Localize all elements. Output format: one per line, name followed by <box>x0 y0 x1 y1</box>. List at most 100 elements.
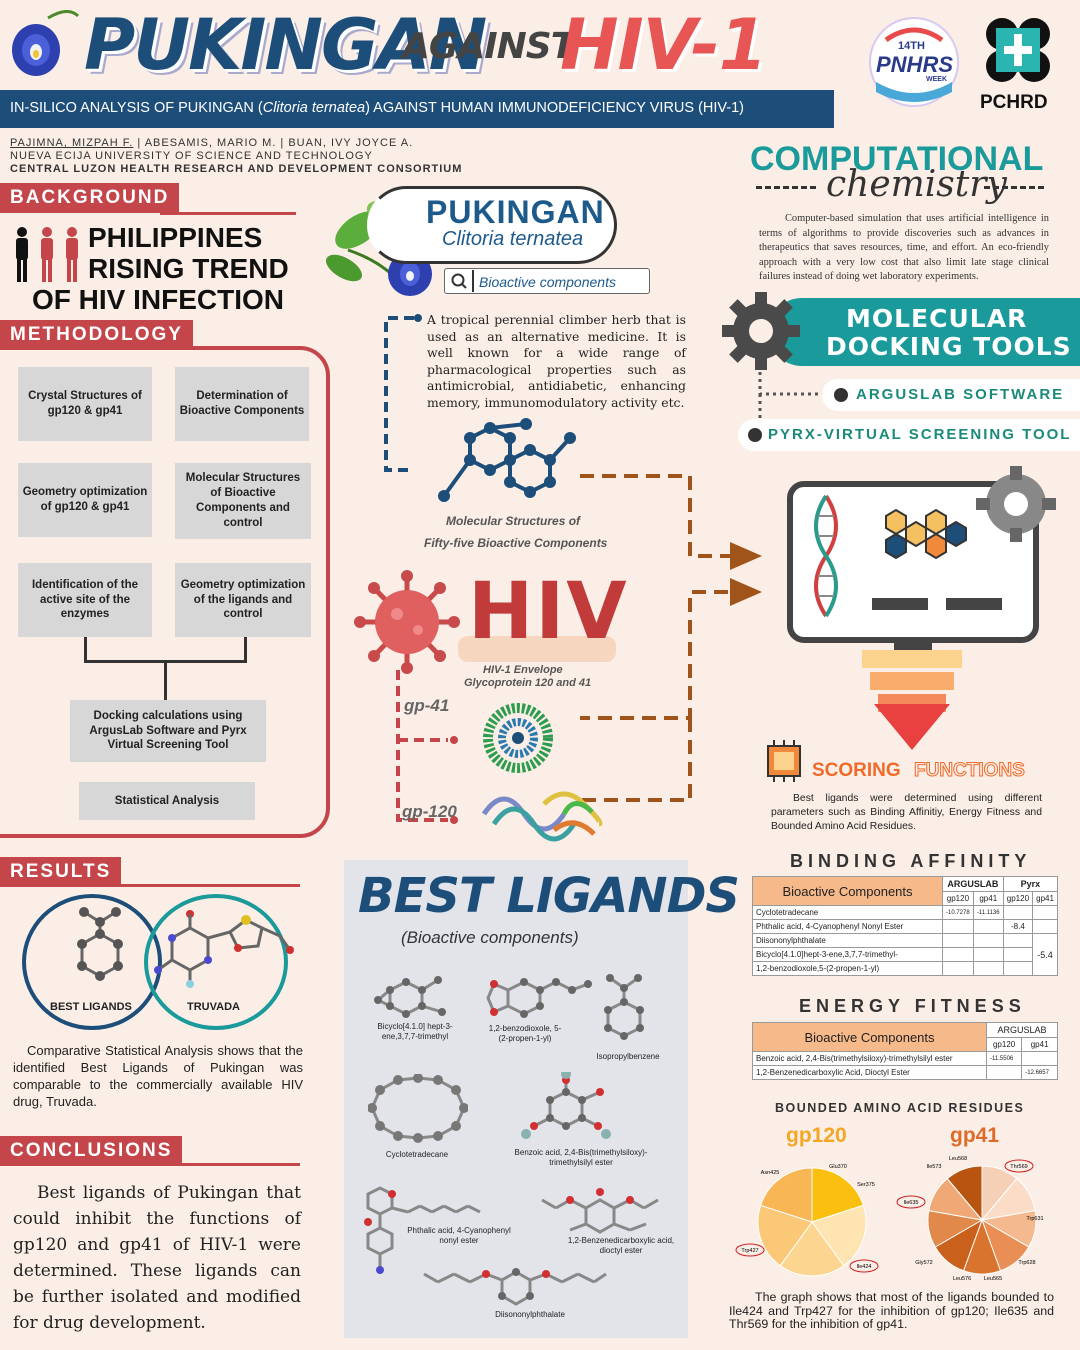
table-row: 1,2-benzodioxole,5-(2-propen-1-yl) <box>752 961 1058 976</box>
title-target: HIV-1 <box>560 4 767 86</box>
pnhrs-mid: PNHRS <box>876 52 954 77</box>
method-box-1: Crystal Structures of gp120 & gp41 <box>18 367 152 441</box>
scoring-desc: Best ligands were determined using diffe… <box>771 793 1042 833</box>
isopropylbenzene-molecule <box>60 904 140 994</box>
ligand-caption-7: 1,2-Benzenedicarboxylic acid, dioctyl es… <box>567 1236 675 1255</box>
tool-dot-1 <box>834 388 848 402</box>
binding-argus-header: ARGUSLAB <box>942 876 1004 892</box>
results-heading: RESULTS <box>0 857 122 887</box>
methodology-frame <box>0 346 330 838</box>
pie-label: Thr569 <box>1010 1164 1027 1170</box>
consortium: CENTRAL LUZON HEALTH RESEARCH AND DEVELO… <box>10 163 463 175</box>
ligand-caption-2: 1,2-benzodioxole, 5-(2-propen-1-yl) <box>488 1024 562 1043</box>
pie-slice <box>757 1204 813 1267</box>
comp-title: COMPUTATIONAL <box>750 140 1044 178</box>
co-authors: | ABESAMIS, MARIO M. | BUAN, IVY JOYCE A… <box>133 137 414 149</box>
pchrd-label: PCHRD <box>980 92 1048 113</box>
method-box-2: Determination of Bioactive Components <box>175 367 309 441</box>
pie-slice <box>760 1167 813 1223</box>
mol-caption-1: Molecular Structures of <box>446 514 581 528</box>
gear-icon <box>720 290 802 372</box>
table-row: 1,2-Benzenedicarboxylic Acid, Dioctyl Es… <box>752 1065 1058 1080</box>
people-icon <box>12 226 82 284</box>
dashed-connector-1 <box>370 310 430 480</box>
residue-highlight <box>896 1195 926 1209</box>
pnhrs-logo: 14TH PNHRS WEEK <box>866 14 962 110</box>
results-text: Comparative Statistical Analysis shows t… <box>13 1043 303 1109</box>
tool-1: ARGUSLAB SOFTWARE <box>856 386 1065 403</box>
bg-line1: PHILIPPINES <box>88 222 263 253</box>
pie-slice <box>811 1204 867 1267</box>
ligand-molecule-7 <box>541 1188 659 1234</box>
energy-table: Bioactive Components ARGUSLAB gp120 gp41… <box>752 1022 1058 1080</box>
binding-gp120-a: gp120 <box>942 891 974 906</box>
gp120-label: gp-120 <box>402 802 457 821</box>
energy-heading: ENERGY FITNESS <box>799 996 1026 1016</box>
tool-pill-2 <box>738 419 1080 451</box>
computer-icon <box>786 466 1062 756</box>
lead-author: PAJIMNA, MIZPAH F. <box>10 137 134 149</box>
venn-truvada <box>144 894 288 1030</box>
subtitle-italic: Clitoria ternatea <box>262 100 366 116</box>
ligand-caption-8: Diisononylphthalate <box>495 1310 565 1319</box>
pie-label: Leu568 <box>949 1156 967 1162</box>
comp-desc: Computer-based simulation that uses arti… <box>759 213 1049 283</box>
gp41-protein-image <box>468 696 568 780</box>
tool-pill-1 <box>822 379 1080 411</box>
pie-slice <box>779 1221 845 1277</box>
ligand-molecule-3 <box>604 974 644 1040</box>
pie-label: Ile424 <box>857 1264 872 1270</box>
pie-label: Gly572 <box>915 1260 932 1266</box>
subtitle-pre: IN-SILICO ANALYSIS OF PUKINGAN ( <box>10 100 263 116</box>
pnhrs-sub: WEEK <box>926 76 947 83</box>
hiv-connector <box>388 670 468 840</box>
method-box-7: Docking calculations using ArgusLab Soft… <box>70 700 266 762</box>
venn-best-label: BEST LIGANDS <box>50 1001 132 1013</box>
mol-caption-2: Fifty-five Bioactive Components <box>424 536 608 550</box>
binding-heading: BINDING AFFINITY <box>790 851 1032 871</box>
venn-truvada-label: TRUVADA <box>187 1001 240 1013</box>
binding-table: Bioactive Components ARGUSLAB Pyrx gp120… <box>752 876 1059 976</box>
method-box-5: Identification of the active site of the… <box>18 563 152 637</box>
ligand-caption-6: Phthalic acid, 4-Cyanophenyl nonyl ester <box>407 1226 511 1245</box>
scoring-1: SCORING <box>812 760 901 781</box>
ligand-molecule-5 <box>521 1072 611 1139</box>
pie-label: Glu370 <box>829 1164 847 1170</box>
pie-label: Trp427 <box>741 1248 758 1254</box>
ligand-molecule-2 <box>486 978 592 1018</box>
method-box-6: Geometry optimization of the ligands and… <box>175 563 311 637</box>
ligand-molecule-4 <box>368 1074 468 1143</box>
table-row: Diisononylphthalate -5.4 <box>752 933 1058 976</box>
binding-merged-value: -5.4 <box>1032 933 1058 976</box>
flower-image <box>8 10 80 82</box>
pukingan-desc: A tropical perennial climber herb that i… <box>427 312 686 410</box>
gp120-protein-image <box>474 784 604 844</box>
virus-icon <box>352 570 462 674</box>
table-row: Bicyclo[4.1.0]hept-3-ene,3,7,7-trimethyl… <box>752 947 1058 962</box>
residues-note: The graph shows that most of the ligands… <box>729 1290 1054 1331</box>
ligand-molecule-6 <box>364 1186 481 1274</box>
residue-highlight <box>1004 1159 1034 1173</box>
pie-label: Asn425 <box>761 1170 780 1176</box>
energy-col-header: Bioactive Components <box>752 1022 987 1052</box>
pie-label: Leu576 <box>953 1276 971 1282</box>
search-box[interactable] <box>444 268 650 294</box>
conclusions-heading: CONCLUSIONS <box>0 1136 183 1166</box>
hiv-caption-1: HIV-1 Envelope <box>483 664 563 676</box>
subtitle-post: ) AGAINST HUMAN IMMUNODEFICIENCY VIRUS (… <box>365 100 745 116</box>
ligand-caption-5: Benzoic acid, 2,4-Bis(trimethylsiloxy)- … <box>514 1148 648 1167</box>
binding-gp120-p: gp120 <box>1002 891 1034 906</box>
bg-line3: OF HIV INFECTION <box>32 284 284 315</box>
table-row: Phthalic acid, 4-Cyanophenyl Nonyl Ester… <box>752 919 1058 934</box>
pie-label: Ile573 <box>927 1164 942 1170</box>
pnhrs-top: 14TH <box>898 40 925 52</box>
pie-slice <box>811 1167 864 1223</box>
ligand-caption-3: Isopropylbenzene <box>596 1052 660 1061</box>
background-heading: BACKGROUND <box>0 183 180 213</box>
ligand-molecule-1 <box>374 976 446 1018</box>
truvada-molecule <box>150 898 300 994</box>
scoring-2: FUNCTIONS <box>914 760 1026 782</box>
authors: PAJIMNA, MIZPAH F. | ABESAMIS, MARIO M. … <box>10 137 462 176</box>
pukingan-name: PUKINGAN <box>426 194 605 230</box>
title-against: AGAINST <box>402 26 575 67</box>
